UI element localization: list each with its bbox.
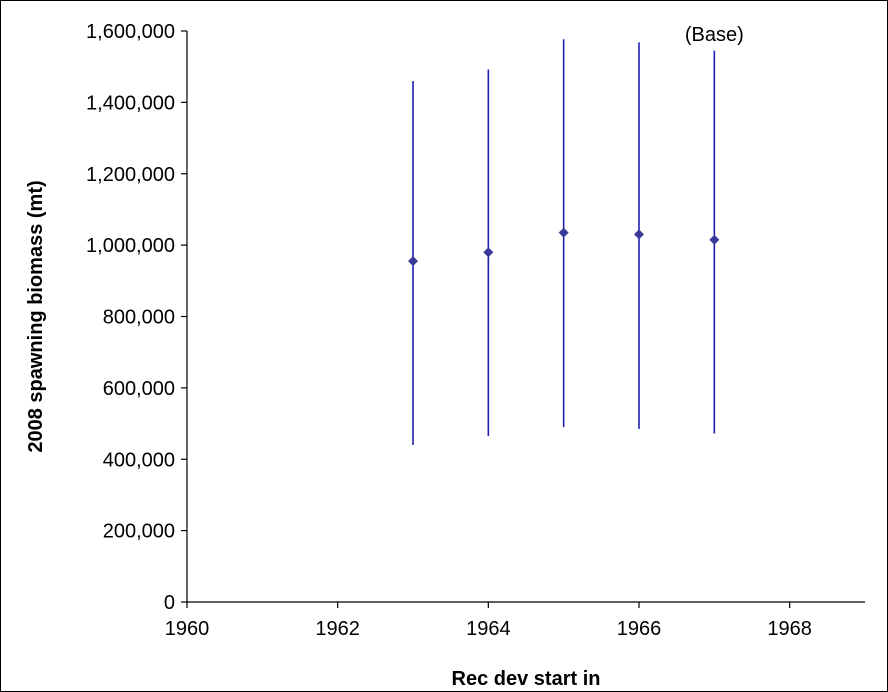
y-tick-label: 400,000 (103, 449, 175, 471)
x-tick-label: 1960 (165, 618, 210, 640)
data-point-marker (709, 234, 720, 245)
y-tick-label: 200,000 (103, 521, 175, 543)
annotations: (Base) (685, 24, 744, 46)
x-tick-label: 1962 (315, 618, 360, 640)
y-tick-label: 1,400,000 (86, 92, 175, 114)
x-tick-label: 1968 (767, 618, 812, 640)
data-point-marker (408, 256, 418, 267)
x-tick-label: 1964 (466, 618, 511, 640)
x-axis-title: Rec dev start in (452, 668, 601, 690)
data-points (408, 227, 720, 267)
x-tick-label: 1966 (617, 618, 662, 640)
data-point-marker (483, 247, 494, 258)
error-bars (412, 39, 716, 445)
data-point-marker (634, 229, 644, 240)
y-tick-label: 1,000,000 (86, 235, 175, 257)
annotation-label: (Base) (685, 24, 744, 46)
y-tick-label: 800,000 (103, 307, 175, 329)
y-axis-title: 2008 spawning biomass (mt) (25, 180, 47, 452)
data-point-marker (558, 227, 569, 238)
y-tick-label: 600,000 (103, 378, 175, 400)
x-axis-ticks: 1960 1962 1964 1966 1968 (165, 602, 812, 640)
y-tick-label: 1,200,000 (86, 164, 175, 186)
y-tick-label: 1,600,000 (86, 21, 175, 43)
y-axis-ticks: 0 200,000 400,000 600,000 800,000 1,000,000 1,… (86, 21, 187, 614)
y-tick-label: 0 (164, 592, 175, 614)
